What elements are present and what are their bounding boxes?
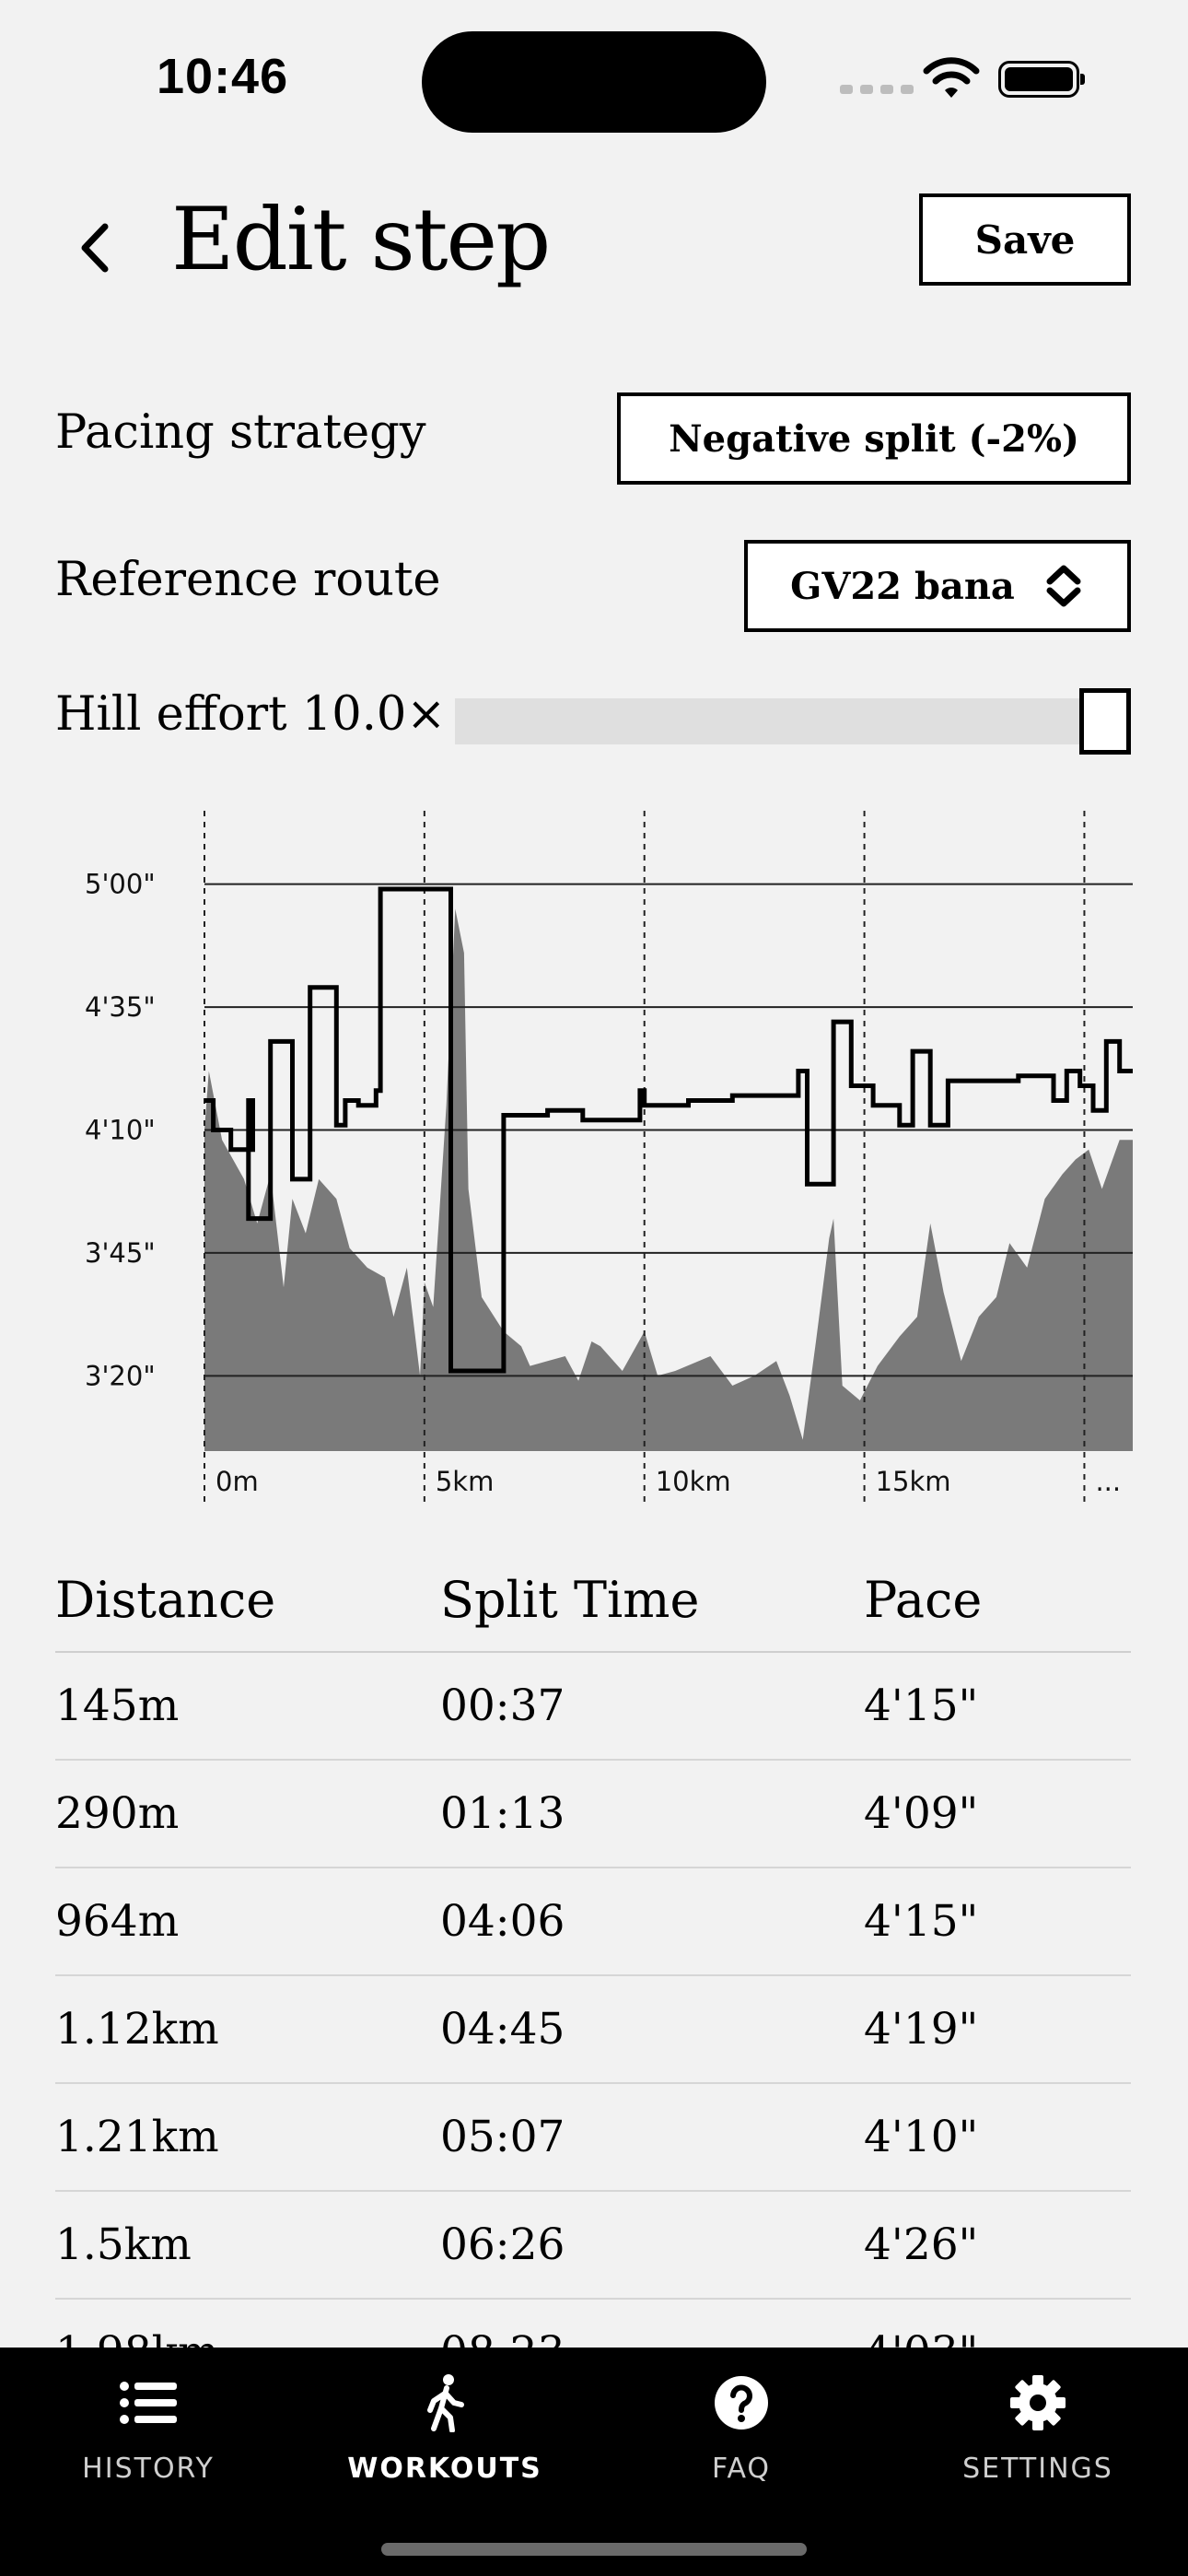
tab-history[interactable]: HISTORY	[0, 2348, 297, 2532]
elevation-area	[204, 908, 1133, 1451]
cell-distance: 1.12km	[55, 2004, 219, 2055]
y-tick-label: 3'45"	[85, 1237, 156, 1269]
pacing-strategy-select[interactable]: Negative split (-2%)	[617, 392, 1131, 485]
hill-effort-slider-track[interactable]	[455, 698, 1127, 744]
cell-distance: 964m	[55, 1896, 180, 1947]
chevron-up-down-icon	[1046, 565, 1081, 607]
back-chevron-icon[interactable]	[72, 216, 120, 280]
table-row[interactable]: 964m 04:06 4'15"	[55, 1868, 1131, 1976]
cell-pace: 4'10"	[864, 2112, 979, 2162]
cell-split-time: 05:07	[440, 2112, 565, 2162]
reference-route-select[interactable]: GV22 bana	[744, 540, 1131, 632]
table-row[interactable]: 1.21km 05:07 4'10"	[55, 2084, 1131, 2192]
header-split-time: Split Time	[440, 1570, 700, 1629]
cell-distance: 1.21km	[55, 2112, 219, 2162]
header-distance: Distance	[55, 1570, 276, 1629]
home-indicator	[381, 2543, 807, 2556]
cell-pace: 4'15"	[864, 1896, 979, 1947]
tab-bar: HISTORY WORKOUTS FAQ	[0, 2348, 1188, 2576]
tab-faq[interactable]: FAQ	[593, 2348, 890, 2532]
cell-distance: 145m	[55, 1680, 180, 1731]
wifi-icon	[923, 57, 980, 98]
x-tick-label: 15km	[876, 1466, 951, 1497]
save-button[interactable]: Save	[919, 193, 1131, 286]
cell-pace: 4'09"	[864, 1788, 979, 1839]
walking-figure-icon	[427, 2374, 464, 2432]
page-title: Edit step	[171, 190, 551, 290]
y-tick-label: 4'35"	[85, 991, 156, 1023]
cell-split-time: 06:26	[440, 2219, 565, 2270]
gear-icon	[1010, 2375, 1066, 2430]
splits-table: Distance Split Time Pace 145m 00:37 4'15…	[55, 1548, 1131, 2407]
dynamic-island	[422, 31, 766, 133]
hill-effort-label: Hill effort 10.0×	[55, 687, 447, 742]
y-tick-label: 5'00"	[85, 869, 156, 900]
tab-settings[interactable]: SETTINGS	[890, 2348, 1186, 2532]
cell-pace: 4'26"	[864, 2219, 979, 2270]
hill-effort-slider-thumb[interactable]	[1079, 688, 1131, 755]
table-row[interactable]: 145m 00:37 4'15"	[55, 1653, 1131, 1761]
tab-label: SETTINGS	[962, 2453, 1113, 2485]
pace-elevation-chart: 5'00" 4'35" 4'10" 3'45" 3'20" 0m 5km 10km 15km..…	[85, 811, 1133, 1502]
x-tick-label: 0m	[215, 1466, 259, 1497]
cell-distance: 290m	[55, 1788, 180, 1839]
cell-pace: 4'19"	[864, 2004, 979, 2055]
x-tick-label: 5km	[436, 1466, 495, 1497]
cell-distance: 1.5km	[55, 2219, 192, 2270]
pacing-strategy-label: Pacing strategy	[55, 405, 426, 460]
reference-route-label: Reference route	[55, 553, 441, 607]
tab-label: HISTORY	[82, 2453, 215, 2485]
status-time: 10:46	[157, 49, 289, 104]
cell-split-time: 01:13	[440, 1788, 565, 1839]
cell-pace: 4'15"	[864, 1680, 979, 1731]
header-pace: Pace	[864, 1570, 983, 1629]
tab-label: FAQ	[711, 2453, 772, 2485]
table-row[interactable]: 1.5km 06:26 4'26"	[55, 2192, 1131, 2300]
table-row[interactable]: 1.12km 04:45 4'19"	[55, 1976, 1131, 2084]
cell-split-time: 04:45	[440, 2004, 565, 2055]
tab-label: WORKOUTS	[347, 2453, 542, 2485]
cell-split-time: 04:06	[440, 1896, 565, 1947]
battery-icon	[998, 61, 1085, 98]
y-tick-label: 3'20"	[85, 1360, 156, 1391]
y-tick-label: 4'10"	[85, 1115, 156, 1146]
tab-workouts[interactable]: WORKOUTS	[297, 2348, 593, 2532]
table-header: Distance Split Time Pace	[55, 1548, 1131, 1653]
cell-split-time: 00:37	[440, 1680, 565, 1731]
cellular-signal-icon	[840, 85, 914, 94]
table-row[interactable]: 290m 01:13 4'09"	[55, 1761, 1131, 1868]
list-icon	[120, 2382, 177, 2424]
x-tick-label: ...	[1095, 1466, 1121, 1497]
question-circle-icon	[715, 2376, 768, 2430]
reference-route-value: GV22 bana	[790, 564, 1015, 608]
x-tick-label: 10km	[656, 1466, 731, 1497]
pace-step-line	[204, 886, 1133, 1374]
